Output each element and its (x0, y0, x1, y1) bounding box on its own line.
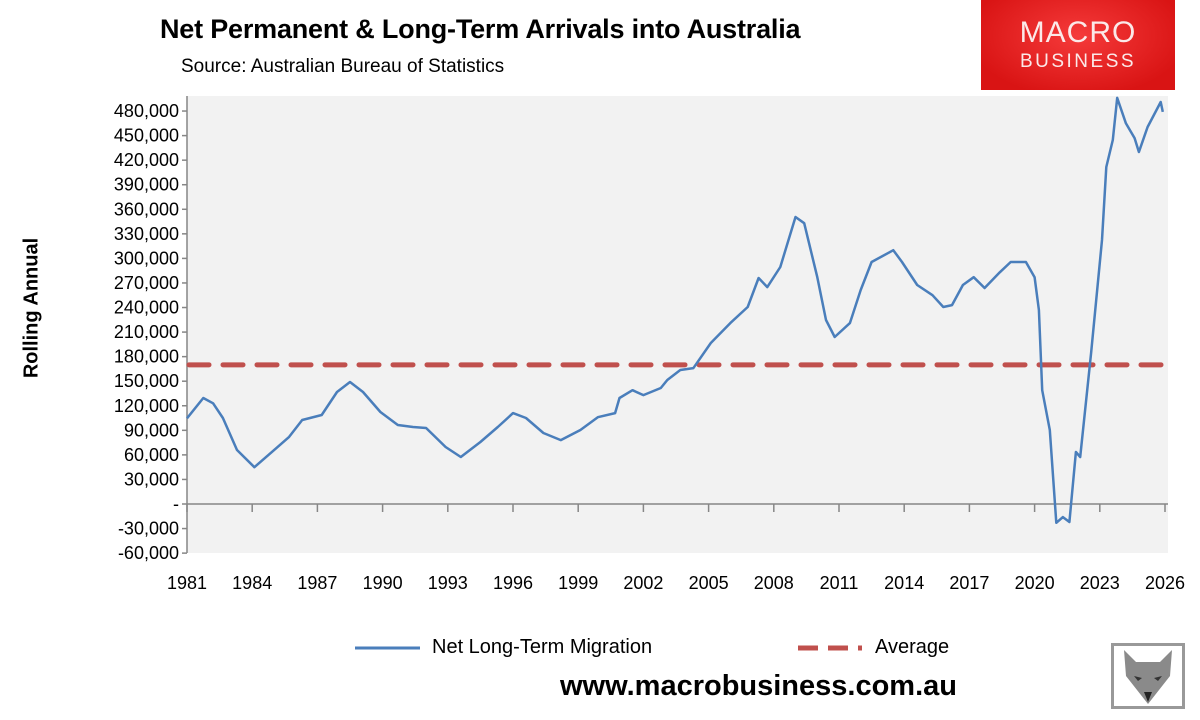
x-tick-label: 1996 (493, 573, 533, 593)
x-tick-label: 2008 (754, 573, 794, 593)
x-tick-label: 1987 (297, 573, 337, 593)
y-tick-label: -30,000 (118, 519, 179, 539)
plot-area (187, 96, 1168, 553)
website-url: www.macrobusiness.com.au (560, 670, 957, 702)
y-tick-label: 90,000 (124, 420, 179, 440)
chart-title: Net Permanent & Long-Term Arrivals into … (160, 14, 801, 44)
y-tick-label: 240,000 (114, 298, 179, 318)
y-tick-label: 330,000 (114, 224, 179, 244)
x-tick-label: 2026 (1145, 573, 1185, 593)
y-tick-label: 120,000 (114, 396, 179, 416)
x-tick-label: 1981 (167, 573, 207, 593)
x-tick-label: 2005 (689, 573, 729, 593)
x-tick-label: 2017 (949, 573, 989, 593)
y-tick-label: 180,000 (114, 347, 179, 367)
logo-line1: MACRO (1019, 16, 1137, 49)
migration-series-line (186, 96, 1165, 525)
y-tick-label: 60,000 (124, 445, 179, 465)
y-tick-label: 300,000 (114, 248, 179, 268)
y-tick-label: - (173, 494, 179, 514)
y-tick-label: 270,000 (114, 273, 179, 293)
y-tick-label: -60,000 (118, 543, 179, 563)
x-tick-label: 2014 (884, 573, 924, 593)
y-tick-label: 30,000 (124, 469, 179, 489)
legend-label-migration: Net Long-Term Migration (432, 636, 653, 658)
legend-label-average: Average (875, 636, 950, 658)
y-tick-label: 390,000 (114, 175, 179, 195)
y-tick-label: 450,000 (114, 126, 179, 146)
fox-icon (1111, 643, 1185, 709)
macrobusiness-logo: MACRO BUSINESS (981, 0, 1175, 90)
logo-line2: BUSINESS (1019, 51, 1137, 72)
y-tick-label: 210,000 (114, 322, 179, 342)
y-tick-label: 420,000 (114, 150, 179, 170)
y-tick-label: 360,000 (114, 199, 179, 219)
y-tick-label: 480,000 (114, 101, 179, 121)
x-tick-label: 1993 (428, 573, 468, 593)
x-tick-label: 2020 (1015, 573, 1055, 593)
x-tick-label: 1990 (363, 573, 403, 593)
y-tick-label: 150,000 (114, 371, 179, 391)
x-tick-label: 2023 (1080, 573, 1120, 593)
x-tick-label: 1999 (558, 573, 598, 593)
x-tick-label: 2002 (623, 573, 663, 593)
x-tick-label: 2011 (820, 573, 859, 593)
x-tick-label: 1984 (232, 573, 272, 593)
chart-subtitle: Source: Australian Bureau of Statistics (181, 56, 505, 77)
